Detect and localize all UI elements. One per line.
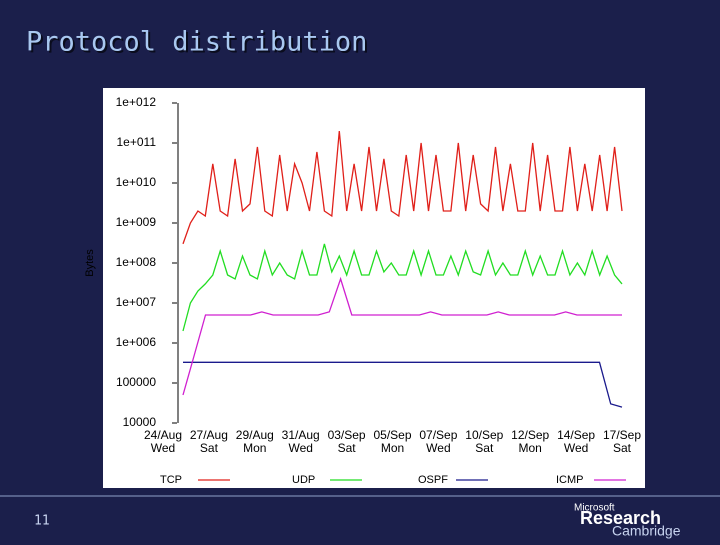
- x-tick-day: Mon: [519, 441, 542, 455]
- x-tick-label: 31/Aug: [282, 428, 320, 442]
- x-tick-day: Sat: [613, 441, 632, 455]
- legend-label: ICMP: [556, 474, 584, 486]
- legend-label: TCP: [160, 474, 182, 486]
- y-tick-label: 100000: [116, 375, 156, 389]
- logo-line2: Research: [580, 508, 661, 528]
- slide-number: 11: [34, 514, 50, 529]
- x-tick-label: 17/Sep: [603, 428, 641, 442]
- y-tick-label: 1e+012: [116, 95, 157, 109]
- x-tick-day: Sat: [200, 441, 219, 455]
- x-tick-label: 27/Aug: [190, 428, 228, 442]
- x-tick-day: Wed: [151, 441, 175, 455]
- y-tick-label: 10000: [123, 415, 157, 429]
- y-tick-label: 1e+008: [116, 255, 157, 269]
- x-tick-label: 10/Sep: [465, 428, 503, 442]
- x-tick-day: Wed: [288, 441, 312, 455]
- x-tick-label: 05/Sep: [373, 428, 411, 442]
- slide-title: Protocol distribution: [26, 27, 367, 58]
- y-tick-label: 1e+011: [117, 135, 157, 149]
- x-tick-label: 07/Sep: [419, 428, 457, 442]
- y-axis-label: Bytes: [84, 249, 96, 277]
- series-line: [182, 276, 622, 396]
- legend-label: UDP: [292, 474, 315, 486]
- x-tick-day: Mon: [243, 441, 266, 455]
- x-tick-label: 14/Sep: [557, 428, 595, 442]
- y-tick-label: 1e+010: [116, 175, 157, 189]
- x-tick-day: Sat: [475, 441, 494, 455]
- x-tick-day: Wed: [564, 441, 588, 455]
- y-tick-label: 1e+009: [116, 215, 157, 229]
- legend-label: OSPF: [418, 474, 448, 486]
- title-shadow: Protocol distribution: [28, 29, 369, 60]
- logo-line1: Microsoft: [574, 503, 615, 514]
- x-tick-day: Sat: [338, 441, 357, 455]
- chart-panel: [103, 88, 645, 488]
- logo-line3: Cambridge: [612, 523, 681, 539]
- x-tick-label: 12/Sep: [511, 428, 549, 442]
- x-tick-day: Mon: [381, 441, 404, 455]
- series-line: [183, 361, 623, 408]
- y-tick-label: 1e+007: [116, 295, 157, 309]
- y-tick-label: 1e+006: [116, 335, 157, 349]
- x-tick-label: 24/Aug: [144, 428, 182, 442]
- x-tick-label: 29/Aug: [236, 428, 274, 442]
- x-tick-label: 03/Sep: [328, 428, 366, 442]
- series-line: [182, 243, 623, 332]
- x-tick-day: Wed: [426, 441, 450, 455]
- series-line: [182, 130, 623, 245]
